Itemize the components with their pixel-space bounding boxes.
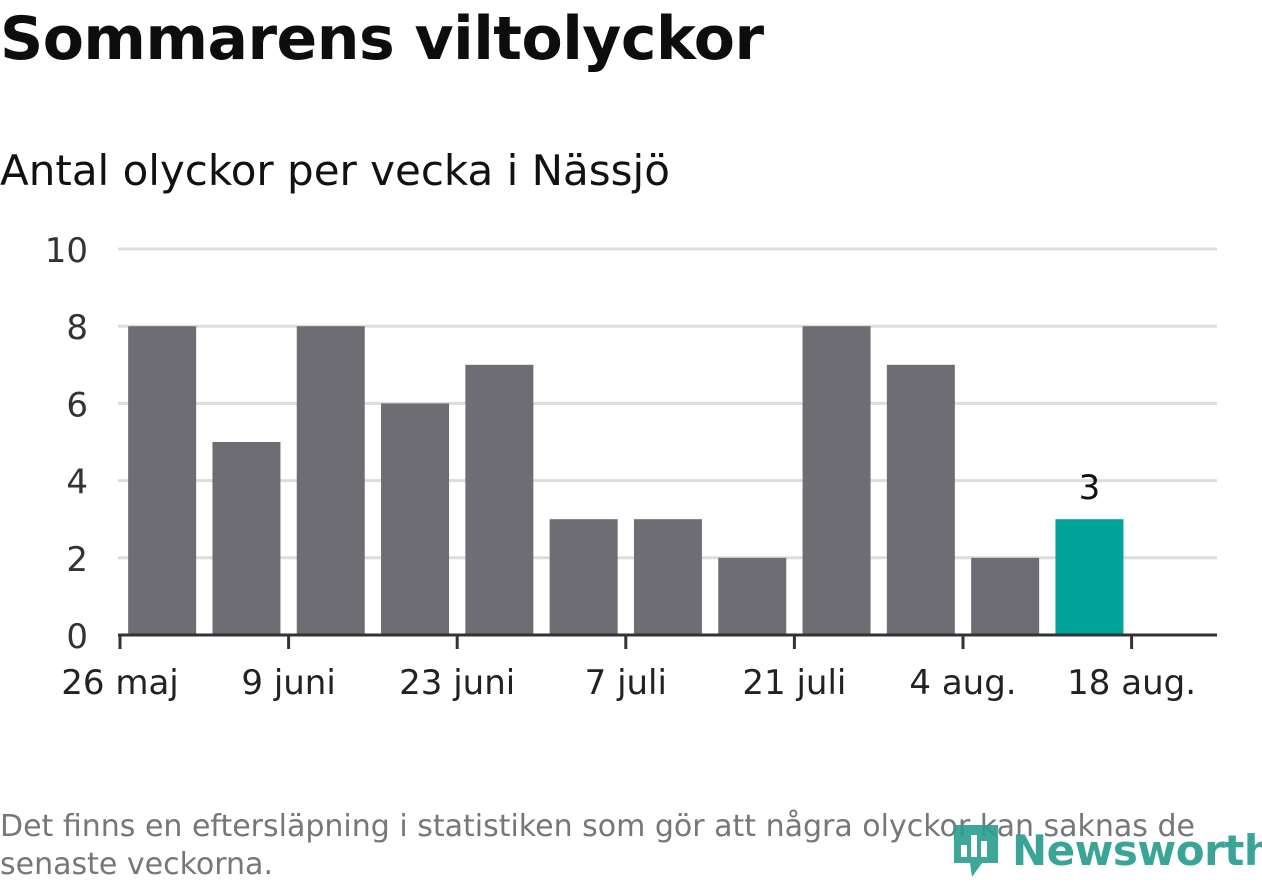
bar — [212, 442, 281, 635]
bar — [549, 519, 618, 635]
x-tick-label: 9 juni — [241, 663, 335, 703]
bar-chart-pin-icon — [954, 825, 998, 877]
logo-text: Newsworthy — [1012, 825, 1262, 875]
bar — [296, 326, 365, 635]
bar — [381, 403, 450, 635]
x-tick-label: 23 juni — [399, 663, 515, 703]
bar-highlight — [1055, 519, 1124, 635]
y-tick-label: 10 — [45, 231, 88, 271]
bar — [633, 519, 702, 635]
y-tick-label: 6 — [66, 385, 88, 425]
bar — [128, 326, 197, 635]
bar — [465, 364, 534, 635]
bar — [971, 557, 1040, 635]
newsworthy-logo: Newsworthy — [950, 820, 1262, 880]
chart-subtitle: Antal olyckor per vecka i Nässjö — [0, 146, 670, 195]
y-tick-label: 0 — [66, 617, 88, 657]
x-tick-label: 21 juli — [742, 663, 846, 703]
bar — [802, 326, 871, 635]
y-tick-label: 8 — [66, 308, 88, 348]
x-tick-label: 18 aug. — [1067, 663, 1196, 703]
chart-title: Sommarens viltolyckor — [0, 4, 764, 74]
data-label: 3 — [1079, 468, 1101, 508]
bar — [718, 557, 787, 635]
x-tick-label: 7 juli — [585, 663, 667, 703]
bar — [886, 364, 955, 635]
y-tick-label: 2 — [66, 540, 88, 580]
x-tick-label: 26 maj — [61, 663, 178, 703]
x-tick-label: 4 aug. — [909, 663, 1016, 703]
y-tick-label: 4 — [66, 463, 88, 503]
